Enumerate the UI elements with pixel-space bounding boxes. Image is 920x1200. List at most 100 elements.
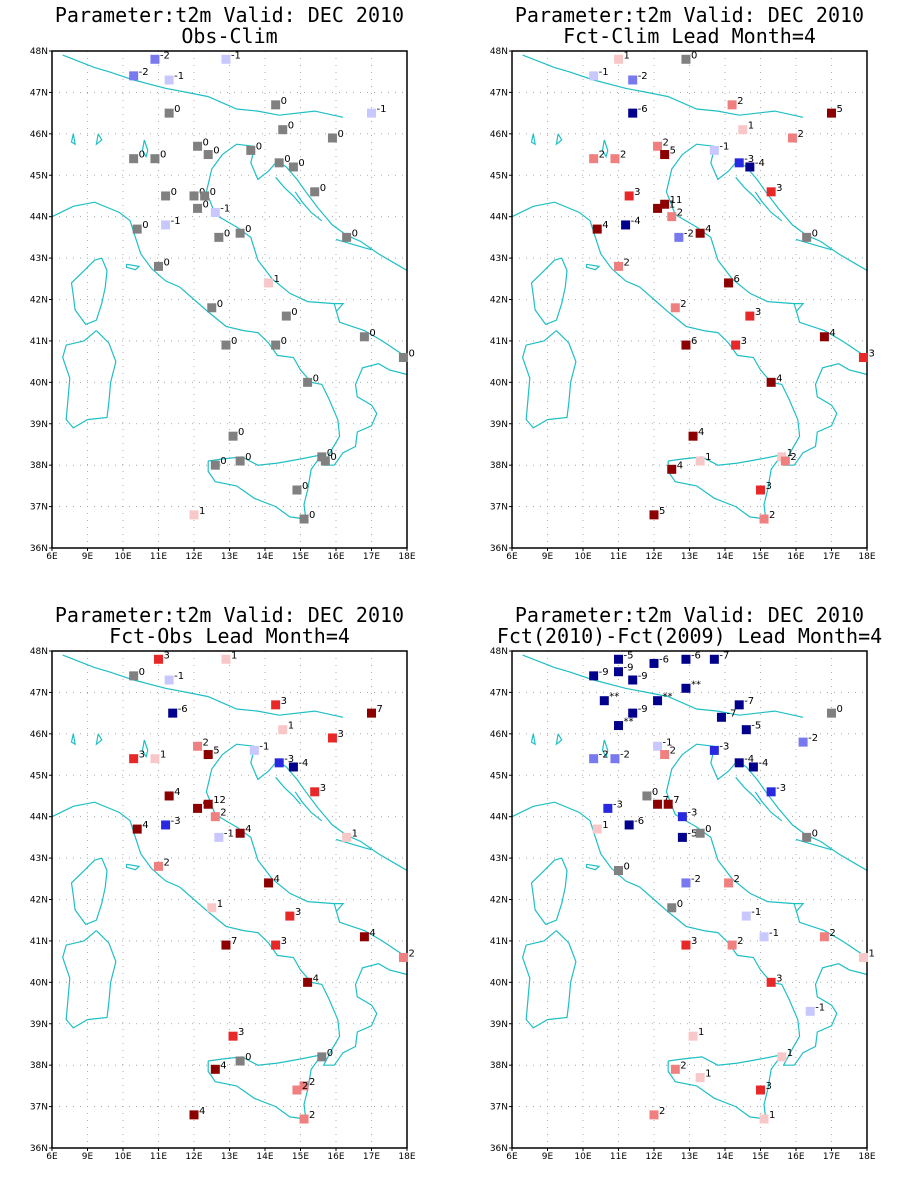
station-marker xyxy=(610,154,620,164)
station-markers: -5 -6 -6 -7-9 -9-9**** ** -7-9 -7 0** -5-2-12 -3-2… xyxy=(589,650,875,1124)
station-marker xyxy=(164,675,174,685)
y-tick-label: 44N xyxy=(30,213,48,223)
station-marker xyxy=(246,145,256,155)
station-marker xyxy=(292,485,302,495)
x-tick-label: 12E xyxy=(185,1152,202,1162)
station-value-label: -6 xyxy=(634,816,644,827)
station-marker xyxy=(688,431,698,441)
station-marker xyxy=(292,1085,302,1095)
y-tick-label: 47N xyxy=(490,88,508,98)
station-value-label: -2 xyxy=(160,50,170,61)
station-marker xyxy=(670,1064,680,1074)
x-tick-label: 13E xyxy=(221,552,238,562)
station-value-label: 3 xyxy=(755,307,761,318)
station-value-label: 1 xyxy=(217,899,223,910)
station-value-label: 3 xyxy=(320,783,326,794)
x-tick-label: 17E xyxy=(363,552,380,562)
station-marker xyxy=(285,911,295,921)
station-marker xyxy=(695,228,705,238)
station-marker xyxy=(228,431,238,441)
station-value-label: 3 xyxy=(164,650,170,661)
station-marker xyxy=(271,700,281,710)
station-value-label: -6 xyxy=(638,104,648,115)
station-marker xyxy=(628,708,638,718)
station-value-label: 2 xyxy=(164,857,170,868)
y-tick-label: 40N xyxy=(490,978,508,988)
y-tick-label: 46N xyxy=(30,730,48,740)
station-value-label: 4 xyxy=(142,820,148,831)
station-marker xyxy=(674,232,684,242)
station-marker xyxy=(398,952,408,962)
station-marker xyxy=(164,791,174,801)
station-value-label: 2 xyxy=(220,808,226,819)
station-marker xyxy=(592,224,602,234)
station-marker xyxy=(129,671,139,681)
station-value-label: 1 xyxy=(352,828,358,839)
y-tick-label: 42N xyxy=(30,896,48,906)
station-marker xyxy=(621,220,631,230)
station-value-label: -1 xyxy=(751,907,761,918)
station-marker xyxy=(288,762,298,772)
panel-subtitle: Fct(2010)-Fct(2009) Lead Month=4 xyxy=(497,624,882,648)
station-value-label: 4 xyxy=(602,220,608,231)
y-tick-label: 38N xyxy=(490,461,508,471)
station-marker xyxy=(727,940,737,950)
station-marker xyxy=(766,977,776,987)
station-value-label: 0 xyxy=(352,228,358,239)
y-tick-label: 48N xyxy=(30,47,48,57)
y-tick-label: 47N xyxy=(30,688,48,698)
station-value-label: -1 xyxy=(599,67,609,78)
station-marker xyxy=(310,787,320,797)
y-tick-label: 48N xyxy=(30,647,48,657)
station-marker xyxy=(681,683,691,693)
y-tick-label: 45N xyxy=(30,771,48,781)
y-tick-label: 46N xyxy=(30,130,48,140)
x-tick-label: 17E xyxy=(363,1152,380,1162)
station-marker xyxy=(193,141,203,151)
graticule xyxy=(52,51,407,548)
station-value-label: -4 xyxy=(758,758,768,769)
coastline xyxy=(52,654,407,1120)
station-marker xyxy=(787,133,797,143)
station-value-label: ** xyxy=(691,679,701,690)
station-marker xyxy=(161,820,171,830)
x-tick-label: 16E xyxy=(787,1152,804,1162)
station-marker xyxy=(303,977,313,987)
station-marker xyxy=(681,54,691,64)
station-marker xyxy=(741,911,751,921)
station-value-label: 1 xyxy=(274,274,280,285)
station-marker xyxy=(667,903,677,913)
x-tick-label: 11E xyxy=(150,552,167,562)
station-marker xyxy=(310,187,320,197)
station-marker xyxy=(288,162,298,172)
x-tick-label: 10E xyxy=(114,1152,131,1162)
station-value-label: 3 xyxy=(337,729,343,740)
station-marker xyxy=(628,108,638,118)
station-value-label: 1 xyxy=(199,506,205,517)
station-value-label: 0 xyxy=(217,299,223,310)
station-marker xyxy=(359,332,369,342)
station-value-label: -7 xyxy=(726,708,736,719)
station-value-label: -9 xyxy=(638,671,648,682)
y-tick-label: 36N xyxy=(30,544,48,554)
station-marker xyxy=(780,456,790,466)
y-tick-label: 37N xyxy=(30,503,48,513)
y-tick-label: 42N xyxy=(30,296,48,306)
station-marker xyxy=(819,332,829,342)
y-tick-label: 48N xyxy=(490,647,508,657)
x-tick-label: 13E xyxy=(221,1152,238,1162)
station-marker xyxy=(766,377,776,387)
station-value-label: 2 xyxy=(599,150,605,161)
station-value-label: 4 xyxy=(174,787,180,798)
x-tick-label: 6E xyxy=(506,552,518,562)
x-tick-label: 12E xyxy=(645,1152,662,1162)
station-marker xyxy=(359,932,369,942)
x-tick-label: 9E xyxy=(82,552,94,562)
station-marker xyxy=(649,1110,659,1120)
station-value-label: 1 xyxy=(787,448,793,459)
station-value-label: 0 xyxy=(327,448,333,459)
x-tick-label: 15E xyxy=(752,1152,769,1162)
